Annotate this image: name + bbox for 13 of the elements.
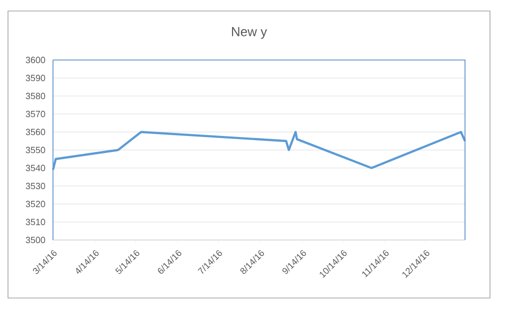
- y-tick-label: 3550: [26, 146, 46, 154]
- chart-title: New y: [232, 27, 268, 39]
- y-tick-label: 3580: [26, 92, 46, 100]
- y-tick-label: 3500: [26, 236, 46, 244]
- y-tick-label: 3570: [26, 110, 46, 118]
- y-tick-label: 3560: [26, 128, 46, 136]
- y-tick-label: 3540: [26, 164, 46, 172]
- line-series: [52, 130, 466, 171]
- y-tick-label: 3530: [26, 182, 46, 190]
- y-tick-label: 3590: [26, 74, 46, 82]
- y-tick-label: 3520: [26, 200, 46, 208]
- y-tick-label: 3600: [26, 56, 46, 64]
- y-tick-label: 3510: [26, 218, 46, 226]
